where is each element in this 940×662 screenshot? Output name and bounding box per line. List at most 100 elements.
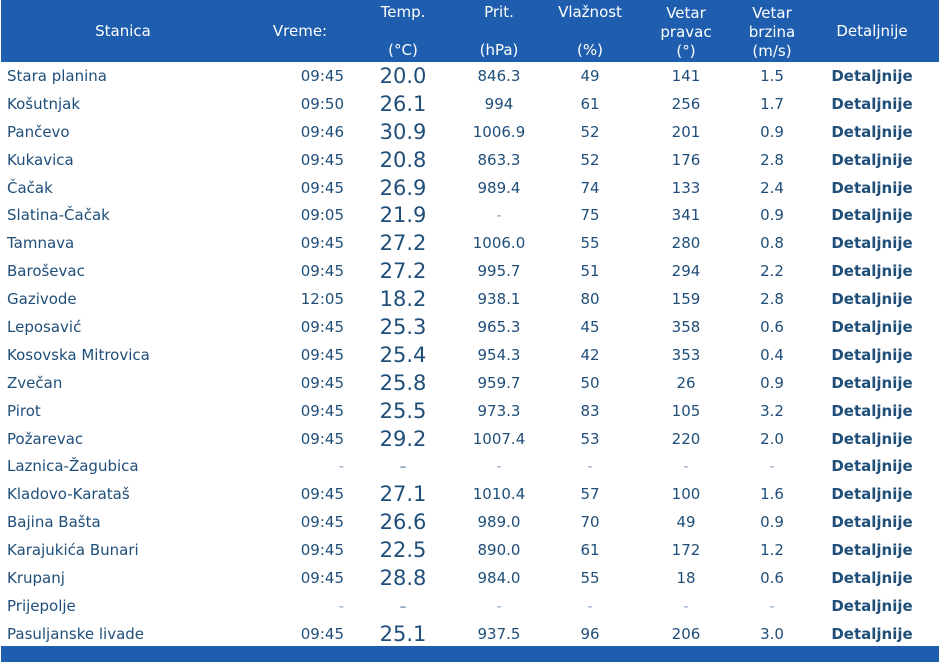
station-name: Karajukića Bunari: [7, 541, 139, 560]
pressure-value: 938.1: [477, 290, 521, 309]
details-link[interactable]: Detaljnije: [831, 624, 913, 643]
pressure-value: 890.0: [477, 541, 521, 560]
header-details: Detaljnije: [805, 0, 939, 62]
humidity-value: 55: [580, 568, 600, 587]
station-name: Kosovska Mitrovica: [7, 345, 150, 364]
wind-direction-value: 201: [671, 122, 701, 141]
details-link[interactable]: Detaljnije: [831, 596, 913, 615]
pressure-value: 846.3: [477, 66, 521, 85]
temperature-value: 29.2: [379, 426, 427, 451]
pressure-value: 1010.4: [472, 485, 526, 504]
weather-stations-table: Stanica Vreme: Temp. (°C) Prit. (hPa) Vl…: [1, 0, 939, 648]
table-row: Košutnjak 09:50 26.1 994 61 256 1.7 Detaljnije: [1, 90, 939, 118]
station-name: Prijepolje: [7, 596, 76, 615]
wind-direction-value: -: [683, 596, 689, 615]
observation-time: 09:45: [300, 66, 344, 85]
temperature-value: 30.9: [379, 119, 427, 144]
temperature-value: 18.2: [379, 287, 427, 312]
pressure-value: 863.3: [477, 150, 521, 169]
station-name: Pirot: [7, 401, 41, 420]
header-wind-direction-l1: Vetar: [666, 4, 706, 22]
details-link[interactable]: Detaljnije: [831, 345, 913, 364]
station-name: Baroševac: [7, 262, 85, 281]
wind-direction-value: 141: [671, 66, 701, 85]
details-link[interactable]: Detaljnije: [831, 568, 913, 587]
table-row: Pirot 09:45 25.5 973.3 83 105 3.2 Detaljnije: [1, 397, 939, 425]
pressure-value: 995.7: [477, 262, 521, 281]
humidity-value: 70: [580, 513, 600, 532]
temperature-value: 25.3: [379, 314, 427, 339]
details-link[interactable]: Detaljnije: [831, 485, 913, 504]
details-link[interactable]: Detaljnije: [831, 541, 913, 560]
details-link[interactable]: Detaljnije: [831, 234, 913, 253]
pressure-value: 954.3: [477, 345, 521, 364]
header-wind-direction-l2: pravac: [660, 23, 712, 41]
wind-speed-value: -: [769, 596, 775, 615]
table-row: Kosovska Mitrovica 09:45 25.4 954.3 42 353 0.4…: [1, 341, 939, 369]
details-link[interactable]: Detaljnije: [831, 94, 913, 113]
pressure-value: 989.0: [477, 513, 521, 532]
temperature-value: 28.8: [379, 565, 427, 590]
wind-direction-value: 49: [676, 513, 696, 532]
details-link[interactable]: Detaljnije: [831, 150, 913, 169]
observation-time: 09:46: [300, 122, 344, 141]
temperature-value: 25.5: [379, 398, 427, 423]
observation-time: 09:45: [300, 513, 344, 532]
wind-speed-value: 1.7: [760, 94, 784, 113]
header-row: Stanica Vreme: Temp. (°C) Prit. (hPa) Vl…: [1, 0, 939, 62]
details-link[interactable]: Detaljnije: [831, 122, 913, 141]
details-link[interactable]: Detaljnije: [831, 457, 913, 476]
station-name: Laznica-Žagubica: [7, 457, 139, 476]
humidity-value: 74: [580, 178, 600, 197]
observation-time: -: [338, 596, 344, 615]
header-details-label: Detaljnije: [836, 22, 908, 40]
wind-speed-value: 0.9: [760, 122, 784, 141]
header-station-label: Stanica: [95, 22, 151, 40]
table-row: Požarevac 09:45 29.2 1007.4 53 220 2.0 Detaljni…: [1, 425, 939, 453]
humidity-value: 80: [580, 290, 600, 309]
humidity-value: 52: [580, 122, 600, 141]
details-link[interactable]: Detaljnije: [831, 513, 913, 532]
wind-direction-value: 358: [671, 317, 701, 336]
station-name: Krupanj: [7, 568, 65, 587]
details-link[interactable]: Detaljnije: [831, 206, 913, 225]
station-name: Leposavić: [7, 317, 82, 336]
header-station: Stanica: [1, 0, 245, 62]
wind-direction-value: 280: [671, 234, 701, 253]
details-link[interactable]: Detaljnije: [831, 373, 913, 392]
header-wind-speed: Vetar brzina (m/s): [739, 0, 805, 62]
temperature-value: 25.4: [379, 342, 427, 367]
table-row: Laznica-Žagubica - - - - - - Detaljnije: [1, 452, 939, 480]
header-humidity: Vlažnost (%): [547, 0, 633, 62]
details-link[interactable]: Detaljnije: [831, 262, 913, 281]
table-row: Zvečan 09:45 25.8 959.7 50 26 0.9 Detaljnije: [1, 369, 939, 397]
pressure-value: -: [496, 596, 502, 615]
temperature-value: 20.0: [379, 63, 427, 88]
wind-direction-value: 133: [671, 178, 701, 197]
wind-speed-value: 1.6: [760, 485, 784, 504]
details-link[interactable]: Detaljnije: [831, 317, 913, 336]
details-link[interactable]: Detaljnije: [831, 66, 913, 85]
wind-direction-value: 176: [671, 150, 701, 169]
wind-direction-value: 206: [671, 624, 701, 643]
humidity-value: 61: [580, 541, 600, 560]
header-wind-direction-unit: (°): [676, 42, 696, 60]
details-link[interactable]: Detaljnije: [831, 178, 913, 197]
temperature-value: 22.5: [379, 538, 427, 563]
wind-direction-value: 159: [671, 290, 701, 309]
humidity-value: 61: [580, 94, 600, 113]
pressure-value: 937.5: [477, 624, 521, 643]
station-name: Kladovo-Karataš: [7, 485, 130, 504]
wind-speed-value: 0.6: [760, 317, 784, 336]
observation-time: 09:45: [300, 345, 344, 364]
details-link[interactable]: Detaljnije: [831, 290, 913, 309]
details-link[interactable]: Detaljnije: [831, 429, 913, 448]
temperature-value: 25.1: [379, 621, 427, 646]
details-link[interactable]: Detaljnije: [831, 401, 913, 420]
header-pressure-unit: (hPa): [479, 41, 519, 59]
humidity-value: 83: [580, 401, 600, 420]
table-row: Stara planina 09:45 20.0 846.3 49 141 1.5 Detal…: [1, 62, 939, 90]
table-row: Kladovo-Karataš 09:45 27.1 1010.4 57 100 1.6 De…: [1, 480, 939, 508]
temperature-value: 26.6: [379, 510, 427, 535]
header-wind-speed-unit: (m/s): [752, 42, 792, 60]
